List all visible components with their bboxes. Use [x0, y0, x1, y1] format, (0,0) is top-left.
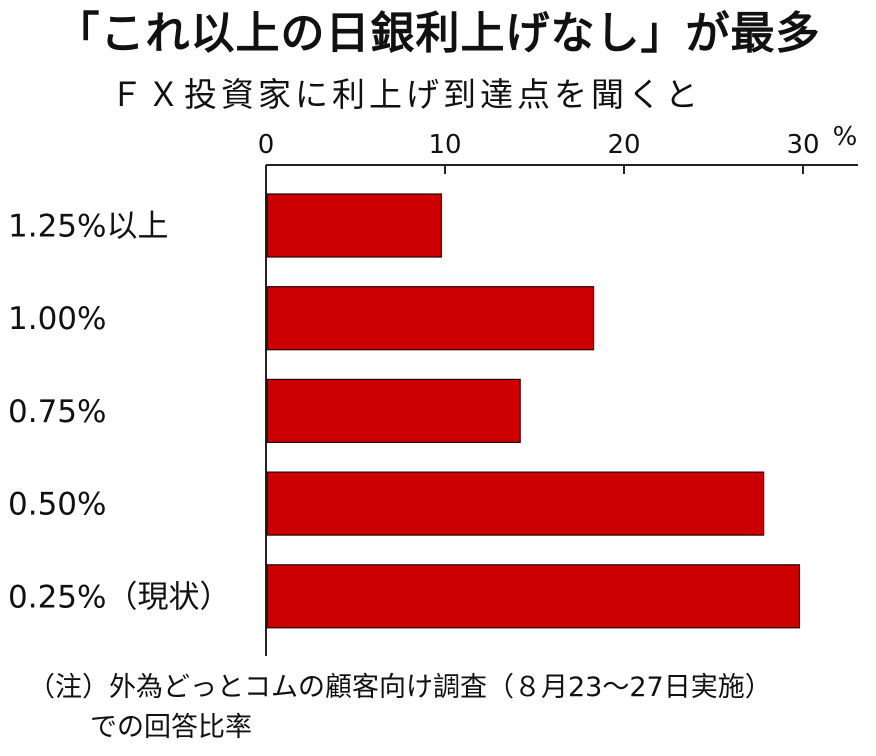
bar: [266, 286, 595, 351]
x-tick-label: 0: [258, 130, 275, 160]
bar: [266, 564, 801, 629]
chart-subtitle: ＦＸ投資家に利上げ到達点を聞くと: [110, 75, 702, 114]
chart-title: 「これ以上の日銀利上げなし」が最多: [55, 8, 821, 59]
category-label: 1.25%以上: [8, 209, 168, 245]
x-tick-label: 30: [786, 130, 819, 160]
category-label: 0.50%: [8, 487, 106, 523]
bar: [266, 471, 765, 536]
footnote: （注）外為どっとコムの顧客向け調査（８月23〜27日実施） での回答比率: [28, 668, 772, 748]
footnote-line2: での回答比率: [90, 712, 252, 743]
bar-chart: 0 10 20 30 % 1.25%以上 1.00% 0.75% 0.50% 0.25%（現状）: [8, 122, 858, 656]
x-unit-label: %: [833, 122, 858, 152]
x-tick-label: 20: [607, 130, 640, 160]
bar: [266, 378, 521, 443]
x-tick-label: 10: [428, 130, 461, 160]
footnote-line1: （注）外為どっとコムの顧客向け調査（８月23〜27日実施）: [28, 672, 772, 703]
category-label: 0.75%: [8, 394, 106, 430]
category-label: 0.25%（現状）: [8, 579, 230, 615]
category-label: 1.00%: [8, 301, 106, 337]
bar: [266, 193, 443, 258]
